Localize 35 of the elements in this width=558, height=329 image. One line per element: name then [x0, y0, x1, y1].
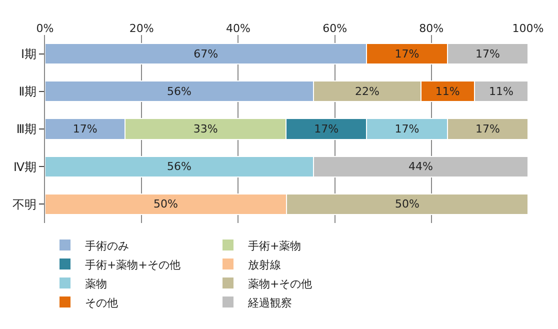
data-label: 22% — [354, 84, 380, 98]
data-label: 44% — [408, 160, 433, 174]
data-label: 17% — [475, 47, 500, 60]
legend-label: 手術のみ — [85, 239, 129, 252]
legend-label: 薬物+その他 — [248, 277, 312, 290]
y-tick-label: 不明 — [12, 197, 37, 212]
x-tick-label: 20% — [129, 22, 154, 35]
data-label: 33% — [193, 122, 218, 136]
x-tick-label: 80% — [419, 22, 444, 35]
data-label: 50% — [154, 198, 178, 211]
data-label: 17% — [72, 122, 98, 136]
legend-label: 手術+薬物+その他 — [85, 258, 180, 272]
legend-label: 手術+薬物 — [248, 239, 302, 252]
y-tick-label: Ⅳ期 — [14, 160, 37, 174]
legend-label: 経過観察 — [247, 296, 292, 310]
data-label: 56% — [167, 160, 192, 174]
legend-label: その他 — [85, 296, 118, 310]
data-label: 11% — [435, 84, 460, 98]
data-label: 11% — [488, 84, 514, 98]
data-label: 17% — [475, 122, 500, 136]
y-tick-label: Ⅲ期 — [16, 122, 37, 136]
data-label: 17% — [394, 122, 420, 136]
x-tick-label: 0% — [36, 22, 54, 35]
legend-label: 薬物 — [85, 277, 107, 290]
x-tick-label: 60% — [322, 22, 348, 35]
data-label: 17% — [394, 47, 420, 60]
x-tick-label: 40% — [226, 22, 250, 35]
data-label: 56% — [167, 84, 192, 98]
data-label: 50% — [395, 198, 420, 211]
y-tick-label: Ⅱ期 — [18, 84, 37, 99]
data-label: 67% — [194, 47, 218, 60]
y-tick-label: Ⅰ期 — [21, 47, 37, 61]
data-label: 17% — [314, 122, 339, 136]
x-tick-label: 100% — [512, 22, 544, 35]
legend-label: 放射線 — [248, 258, 281, 272]
